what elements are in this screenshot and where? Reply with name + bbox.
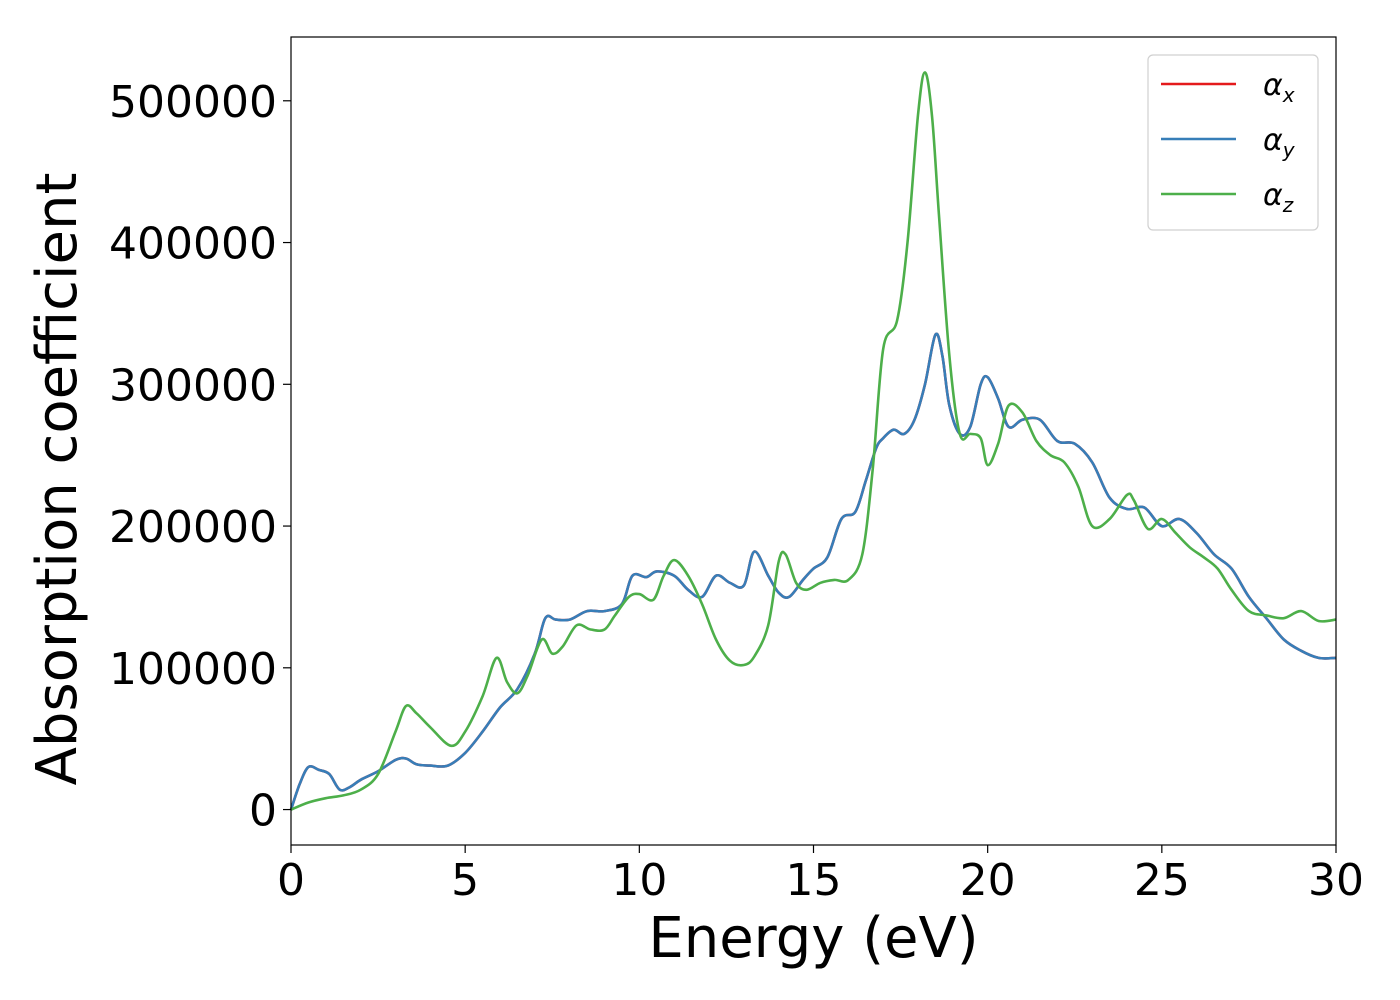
x-tick-label: 25 bbox=[1134, 855, 1190, 906]
series-line-alpha-y bbox=[289, 332, 1337, 811]
y-tick-label: 100000 bbox=[109, 644, 277, 695]
x-tick-label: 15 bbox=[786, 855, 842, 906]
x-tick-label: 20 bbox=[960, 855, 1016, 906]
y-tick-label: 300000 bbox=[109, 360, 277, 411]
y-tick-label: 500000 bbox=[109, 77, 277, 128]
y-axis-ticks: 0 100000 200000 300000 400000 500000 bbox=[109, 77, 291, 837]
y-tick-label: 0 bbox=[249, 786, 277, 837]
x-axis-ticks: 0 5 10 15 20 25 30 bbox=[277, 845, 1364, 906]
x-tick-label: 30 bbox=[1308, 855, 1364, 906]
x-tick-label: 10 bbox=[611, 855, 667, 906]
y-tick-label: 200000 bbox=[109, 502, 277, 553]
y-axis-title: Absorption coefficient bbox=[25, 173, 90, 786]
x-axis-title: Energy (eV) bbox=[648, 906, 978, 971]
y-tick-label: 400000 bbox=[109, 219, 277, 270]
x-tick-label: 0 bbox=[277, 855, 305, 906]
legend-box bbox=[1147, 54, 1319, 231]
x-tick-label: 5 bbox=[451, 855, 479, 906]
series-line-alpha-z bbox=[290, 71, 1337, 811]
plot-lines bbox=[289, 71, 1337, 811]
